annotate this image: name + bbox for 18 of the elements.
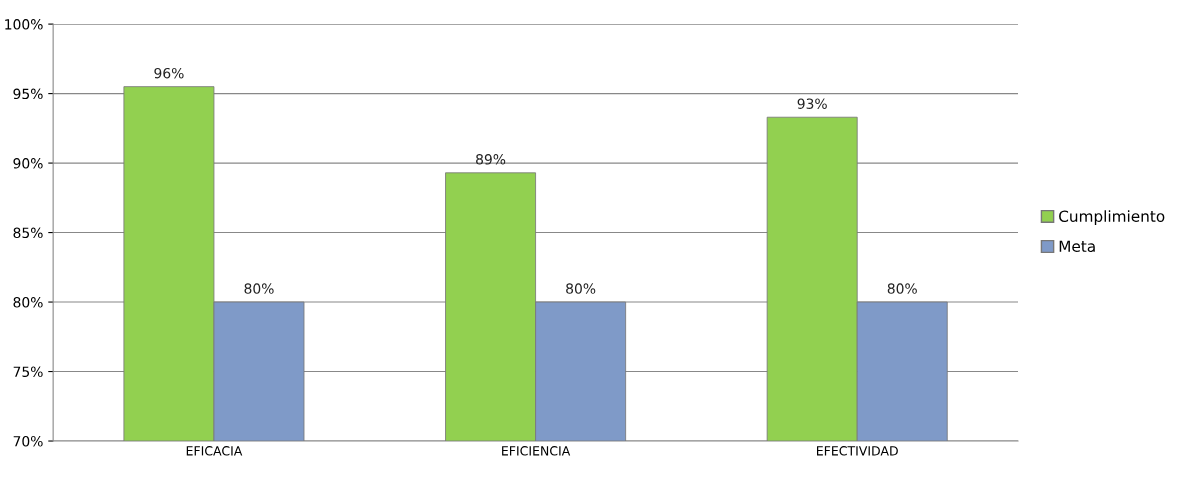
legend-label: Cumplimiento <box>1059 210 1165 225</box>
y-tick-label: 85% <box>13 227 43 239</box>
x-tick-label: EFECTIVIDAD <box>817 446 898 456</box>
y-tick-label: 100% <box>5 19 43 30</box>
y-tick-label: 95% <box>13 88 43 100</box>
y-tick-label: 70% <box>13 436 43 447</box>
y-tick-label: 80% <box>13 297 43 308</box>
data-label: 89% <box>476 154 506 165</box>
data-label: 80% <box>566 283 596 294</box>
data-label: 80% <box>244 283 274 294</box>
data-label: 80% <box>887 283 917 294</box>
legend-label: Meta <box>1059 240 1095 253</box>
x-tick-label: EFICACIA <box>186 446 243 456</box>
data-label: 96% <box>154 67 184 79</box>
x-tick-label: EFICIENCIA <box>502 446 571 456</box>
y-tick-label: 90% <box>13 158 43 169</box>
data-label: 93% <box>797 98 827 109</box>
y-tick-label: 75% <box>13 366 43 378</box>
